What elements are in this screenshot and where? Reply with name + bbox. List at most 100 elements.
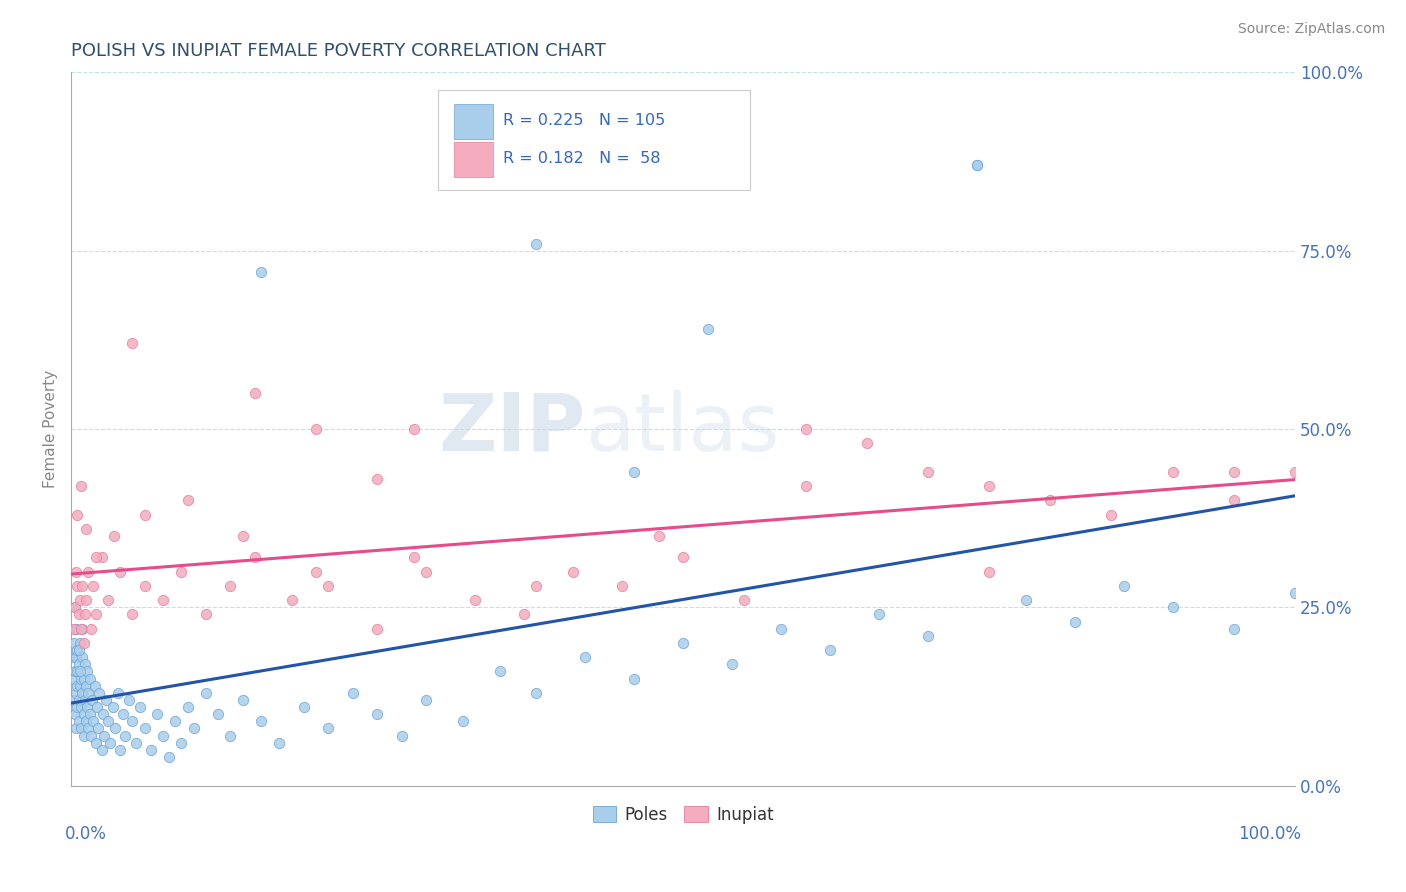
Point	[250, 714, 273, 729]
Point	[65, 622, 87, 636]
Point	[1112, 579, 1135, 593]
Point	[65, 722, 87, 736]
Point	[232, 529, 254, 543]
Point	[280, 593, 302, 607]
Point	[110, 565, 132, 579]
Y-axis label: Female Poverty: Female Poverty	[44, 370, 58, 488]
Point	[1223, 622, 1246, 636]
Point	[118, 693, 141, 707]
Point	[966, 158, 988, 172]
Point	[917, 629, 939, 643]
Point	[69, 593, 91, 607]
Point	[77, 565, 100, 579]
Point	[513, 607, 536, 622]
Point	[72, 729, 94, 743]
Point	[157, 750, 180, 764]
Point	[87, 722, 110, 736]
Point	[183, 722, 205, 736]
Point	[80, 622, 103, 636]
Point	[1063, 615, 1085, 629]
Point	[93, 729, 115, 743]
Point	[84, 607, 107, 622]
Point	[66, 643, 89, 657]
Point	[1284, 586, 1306, 600]
Point	[67, 693, 90, 707]
Point	[818, 643, 841, 657]
Point	[63, 600, 86, 615]
Point	[72, 686, 94, 700]
Point	[342, 686, 364, 700]
Point	[67, 643, 90, 657]
Point	[65, 686, 87, 700]
Point	[70, 622, 93, 636]
Point	[672, 636, 695, 650]
Point	[75, 714, 97, 729]
Point	[97, 593, 120, 607]
Point	[66, 508, 89, 522]
Point	[77, 686, 100, 700]
Text: Source: ZipAtlas.com: Source: ZipAtlas.com	[1237, 22, 1385, 37]
Point	[770, 622, 793, 636]
Point	[366, 622, 388, 636]
Point	[114, 729, 136, 743]
Point	[76, 700, 98, 714]
Point	[66, 679, 89, 693]
Point	[121, 714, 143, 729]
Point	[647, 529, 669, 543]
Point	[402, 550, 425, 565]
Point	[464, 593, 486, 607]
Point	[103, 529, 125, 543]
Point	[76, 665, 98, 679]
Point	[73, 607, 96, 622]
Point	[66, 665, 89, 679]
Point	[1161, 600, 1184, 615]
Point	[67, 714, 90, 729]
Point	[232, 693, 254, 707]
Point	[134, 579, 156, 593]
Point	[90, 550, 112, 565]
Point	[69, 665, 91, 679]
Point	[69, 679, 91, 693]
Point	[696, 322, 718, 336]
Point	[152, 729, 174, 743]
Point	[524, 236, 547, 251]
Point	[72, 636, 94, 650]
Point	[62, 650, 84, 665]
Point	[292, 700, 315, 714]
Point	[90, 743, 112, 757]
Point	[977, 479, 1000, 493]
Text: POLISH VS INUPIAT FEMALE POVERTY CORRELATION CHART: POLISH VS INUPIAT FEMALE POVERTY CORRELA…	[72, 42, 606, 60]
Point	[165, 714, 187, 729]
Point	[366, 707, 388, 722]
Point	[488, 665, 510, 679]
Point	[316, 579, 339, 593]
Point	[75, 679, 97, 693]
Point	[139, 743, 162, 757]
Point	[250, 265, 273, 279]
Point	[794, 479, 817, 493]
Point	[207, 707, 229, 722]
Point	[391, 729, 413, 743]
Text: atlas: atlas	[585, 390, 780, 468]
Point	[623, 465, 645, 479]
Point	[855, 436, 877, 450]
Point	[104, 722, 127, 736]
Point	[82, 714, 104, 729]
Point	[1223, 465, 1246, 479]
Point	[107, 686, 129, 700]
Point	[70, 672, 93, 686]
Point	[80, 729, 103, 743]
Point	[451, 714, 474, 729]
Point	[562, 565, 585, 579]
Point	[1101, 508, 1123, 522]
Point	[402, 422, 425, 436]
Point	[305, 422, 328, 436]
Point	[82, 693, 104, 707]
Point	[305, 565, 328, 579]
Point	[63, 707, 86, 722]
Point	[77, 722, 100, 736]
Point	[243, 386, 266, 401]
Point	[269, 736, 291, 750]
Text: R = 0.225   N = 105: R = 0.225 N = 105	[503, 112, 665, 128]
Point	[1284, 465, 1306, 479]
